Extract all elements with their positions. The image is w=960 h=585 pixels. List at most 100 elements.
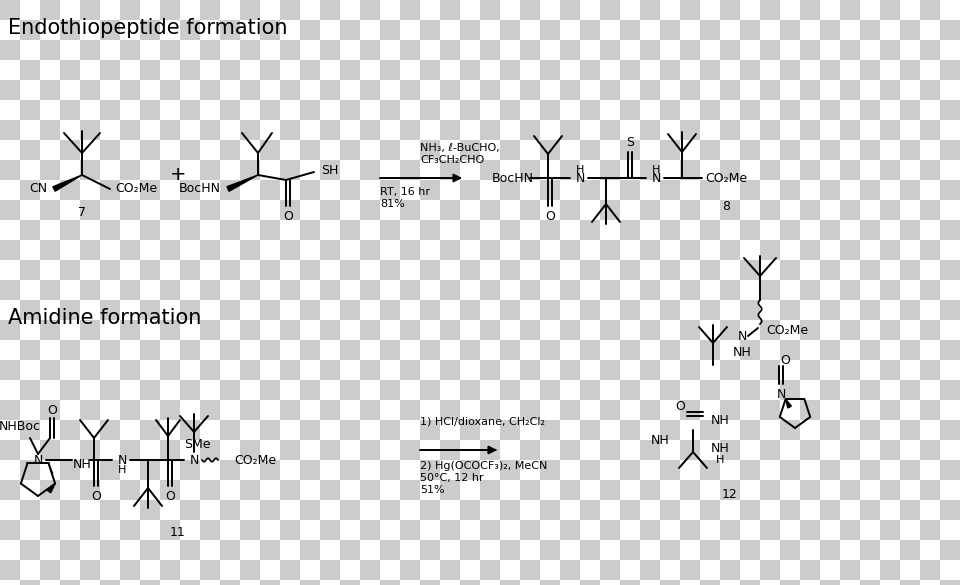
Bar <box>240 80 260 100</box>
Text: BocHN: BocHN <box>179 183 221 195</box>
Bar <box>420 420 440 440</box>
Bar <box>660 340 680 360</box>
Bar <box>340 420 360 440</box>
Bar <box>160 240 180 260</box>
Text: CO₂Me: CO₂Me <box>766 324 808 336</box>
Bar <box>100 540 120 560</box>
Bar <box>240 200 260 220</box>
Bar <box>440 360 460 380</box>
Bar <box>560 40 580 60</box>
Bar <box>200 80 220 100</box>
Bar <box>660 420 680 440</box>
Bar <box>880 40 900 60</box>
Bar <box>640 120 660 140</box>
Bar <box>560 400 580 420</box>
Bar <box>200 200 220 220</box>
Bar <box>420 180 440 200</box>
Bar <box>160 520 180 540</box>
Bar <box>40 560 60 580</box>
Bar <box>600 280 620 300</box>
Bar <box>300 340 320 360</box>
Bar <box>780 340 800 360</box>
Bar <box>540 220 560 240</box>
Bar <box>160 400 180 420</box>
Text: 1) HCl/dioxane, CH₂Cl₂: 1) HCl/dioxane, CH₂Cl₂ <box>420 417 545 427</box>
Bar <box>60 60 80 80</box>
Bar <box>740 460 760 480</box>
Bar <box>340 260 360 280</box>
Text: H: H <box>118 465 126 475</box>
Bar <box>420 380 440 400</box>
Bar <box>560 480 580 500</box>
Bar <box>620 260 640 280</box>
Text: 50°C, 12 hr: 50°C, 12 hr <box>420 473 484 483</box>
Bar <box>360 120 380 140</box>
Bar <box>900 460 920 480</box>
Bar <box>560 0 580 20</box>
Bar <box>300 100 320 120</box>
Bar <box>280 240 300 260</box>
Bar <box>60 500 80 520</box>
Bar <box>660 220 680 240</box>
Bar <box>460 460 480 480</box>
Bar <box>460 260 480 280</box>
Bar <box>660 540 680 560</box>
Bar <box>320 120 340 140</box>
Bar <box>80 120 100 140</box>
Bar <box>320 520 340 540</box>
Bar <box>160 40 180 60</box>
Bar <box>280 120 300 140</box>
Bar <box>360 360 380 380</box>
Bar <box>600 240 620 260</box>
Bar <box>160 280 180 300</box>
Bar <box>200 400 220 420</box>
Bar <box>340 580 360 585</box>
Bar <box>240 40 260 60</box>
Bar <box>120 200 140 220</box>
Bar <box>860 300 880 320</box>
Bar <box>920 560 940 580</box>
Bar <box>280 400 300 420</box>
Bar <box>700 20 720 40</box>
Bar <box>480 520 500 540</box>
Text: S: S <box>626 136 634 149</box>
Bar <box>940 180 960 200</box>
Bar <box>60 140 80 160</box>
Text: O: O <box>780 353 790 366</box>
Text: O: O <box>283 209 293 222</box>
Bar <box>80 40 100 60</box>
Bar <box>560 520 580 540</box>
Bar <box>40 480 60 500</box>
Bar <box>580 260 600 280</box>
Bar <box>660 300 680 320</box>
Bar <box>560 320 580 340</box>
Bar <box>600 320 620 340</box>
Bar <box>740 60 760 80</box>
Bar <box>440 80 460 100</box>
Bar <box>540 540 560 560</box>
Bar <box>900 140 920 160</box>
Bar <box>400 360 420 380</box>
Bar <box>700 380 720 400</box>
Bar <box>800 480 820 500</box>
Bar <box>360 520 380 540</box>
Bar <box>480 560 500 580</box>
Text: H: H <box>716 455 724 465</box>
Bar <box>700 140 720 160</box>
Bar <box>860 100 880 120</box>
Bar <box>320 400 340 420</box>
Bar <box>260 60 280 80</box>
Text: 11: 11 <box>170 525 186 539</box>
Bar <box>520 440 540 460</box>
Bar <box>360 480 380 500</box>
Bar <box>40 320 60 340</box>
Bar <box>100 580 120 585</box>
Bar <box>400 200 420 220</box>
Bar <box>40 200 60 220</box>
Text: N: N <box>651 171 660 184</box>
Text: NHBoc: NHBoc <box>0 419 41 432</box>
Bar <box>300 420 320 440</box>
Bar <box>160 80 180 100</box>
Bar <box>220 380 240 400</box>
Bar <box>520 120 540 140</box>
